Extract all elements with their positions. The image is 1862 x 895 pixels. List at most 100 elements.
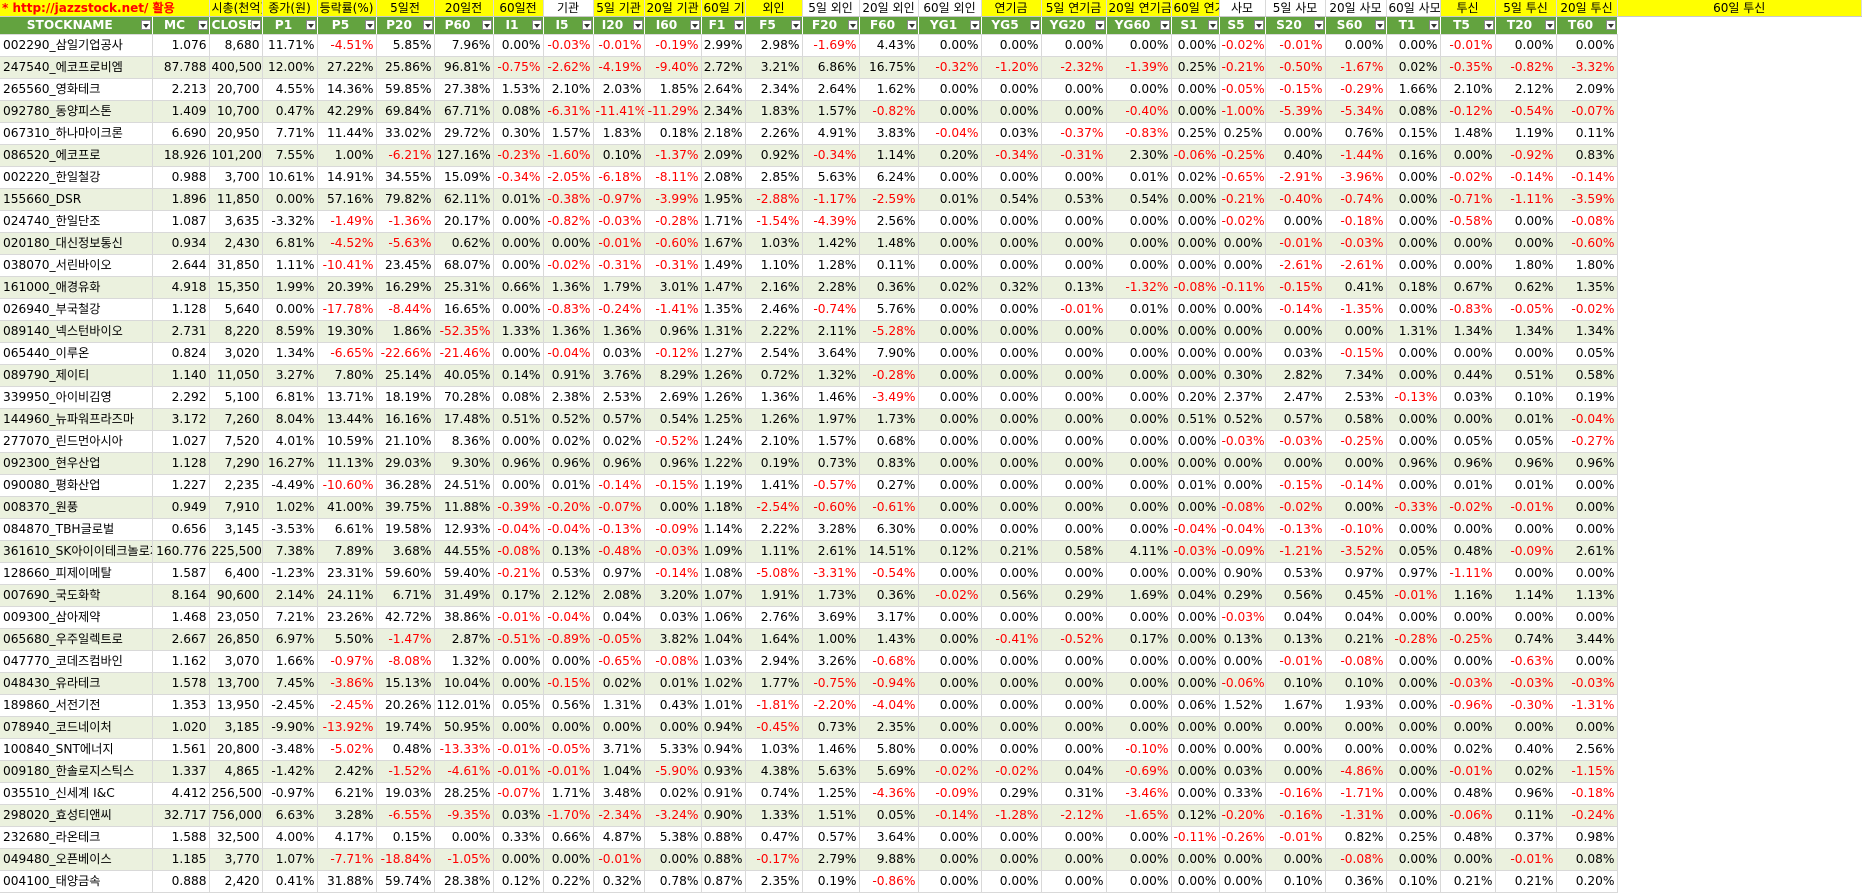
filter-dropdown-icon[interactable] bbox=[906, 20, 917, 30]
cell-i5[interactable]: 0.66% bbox=[543, 826, 594, 849]
cell-yg60[interactable]: -1.39% bbox=[1106, 56, 1172, 79]
cell-f60[interactable]: -0.82% bbox=[859, 100, 919, 123]
cell-i60[interactable]: -3.24% bbox=[644, 804, 702, 827]
cell-s60[interactable]: 0.00% bbox=[1325, 738, 1387, 761]
cell-t20[interactable]: -0.92% bbox=[1495, 144, 1557, 167]
cell-t1[interactable]: 0.00% bbox=[1386, 298, 1441, 321]
cell-s5[interactable]: 0.00% bbox=[1219, 452, 1266, 475]
table-row[interactable]: 361610_SK아이이테크놀로지 160.776 225,500 7.38% 7.89… bbox=[0, 540, 1862, 563]
cell-close[interactable]: 10,700 bbox=[209, 100, 263, 123]
cell-p20[interactable]: 5.85% bbox=[376, 34, 435, 57]
table-row[interactable]: 089790_제이티 1.140 11,050 3.27% 7.80% 25.14% 40.… bbox=[0, 364, 1862, 387]
cell-p60[interactable]: 96.81% bbox=[434, 56, 494, 79]
cell-close[interactable]: 256,500 bbox=[209, 782, 263, 805]
cell-i20[interactable]: 1.83% bbox=[593, 122, 645, 145]
cell-f60[interactable]: 2.56% bbox=[859, 210, 919, 233]
cell-yg5[interactable]: 0.29% bbox=[981, 782, 1042, 805]
cell-s60[interactable]: -0.15% bbox=[1325, 342, 1387, 365]
cell-f5[interactable]: 2.22% bbox=[745, 320, 803, 343]
cell-i5[interactable]: -0.38% bbox=[543, 188, 594, 211]
cell-yg5[interactable]: 0.00% bbox=[981, 210, 1042, 233]
cell-t60[interactable]: 0.00% bbox=[1556, 474, 1618, 497]
cell-i60[interactable]: 3.20% bbox=[644, 584, 702, 607]
cell-f5[interactable]: 1.10% bbox=[745, 254, 803, 277]
column-header-yg5[interactable]: YG5 bbox=[981, 16, 1042, 35]
cell-p5[interactable]: -3.86% bbox=[317, 672, 377, 695]
table-row[interactable]: 298020_효성티앤씨 32.717 756,000 6.63% 3.28% -6.55… bbox=[0, 804, 1862, 827]
stock-name-cell[interactable]: 008370_원풍 bbox=[0, 496, 153, 519]
filter-dropdown-icon[interactable] bbox=[581, 20, 592, 30]
filter-dropdown-icon[interactable] bbox=[481, 20, 492, 30]
stock-name-cell[interactable]: 298020_효성티앤씨 bbox=[0, 804, 153, 827]
cell-i1[interactable]: 0.01% bbox=[493, 188, 544, 211]
cell-f20[interactable]: -1.17% bbox=[802, 188, 860, 211]
cell-p60[interactable]: 16.65% bbox=[434, 298, 494, 321]
cell-yg5[interactable]: 0.54% bbox=[981, 188, 1042, 211]
cell-p1[interactable]: -1.23% bbox=[262, 562, 318, 585]
cell-yg5[interactable]: 0.00% bbox=[981, 364, 1042, 387]
cell-t20[interactable]: 0.01% bbox=[1495, 474, 1557, 497]
cell-f20[interactable]: 3.28% bbox=[802, 518, 860, 541]
cell-s1[interactable]: 0.00% bbox=[1171, 738, 1220, 761]
cell-i20[interactable]: 1.79% bbox=[593, 276, 645, 299]
cell-f20[interactable]: 0.73% bbox=[802, 716, 860, 739]
cell-p20[interactable]: 19.58% bbox=[376, 518, 435, 541]
cell-t1[interactable]: 0.00% bbox=[1386, 804, 1441, 827]
cell-t20[interactable]: 0.00% bbox=[1495, 342, 1557, 365]
cell-i20[interactable]: 3.76% bbox=[593, 364, 645, 387]
cell-yg60[interactable]: 0.00% bbox=[1106, 870, 1172, 893]
cell-p1[interactable]: -2.45% bbox=[262, 694, 318, 717]
cell-p20[interactable]: 1.86% bbox=[376, 320, 435, 343]
cell-f1[interactable]: 1.07% bbox=[701, 584, 746, 607]
cell-mc[interactable]: 8.164 bbox=[152, 584, 210, 607]
cell-close[interactable]: 6,400 bbox=[209, 562, 263, 585]
cell-t60[interactable]: 2.61% bbox=[1556, 540, 1618, 563]
cell-f60[interactable]: 5.80% bbox=[859, 738, 919, 761]
filter-dropdown-icon[interactable] bbox=[632, 20, 643, 30]
stock-name-cell[interactable]: 092300_현우산업 bbox=[0, 452, 153, 475]
cell-s20[interactable]: 0.03% bbox=[1265, 342, 1326, 365]
table-row[interactable]: 047770_코데즈컴바인 1.162 3,070 1.66% -0.97% -8.08%… bbox=[0, 650, 1862, 673]
cell-close[interactable]: 13,700 bbox=[209, 672, 263, 695]
cell-close[interactable]: 3,700 bbox=[209, 166, 263, 189]
cell-p5[interactable]: -10.60% bbox=[317, 474, 377, 497]
cell-f60[interactable]: -3.49% bbox=[859, 386, 919, 409]
cell-f60[interactable]: 0.11% bbox=[859, 254, 919, 277]
cell-i5[interactable]: 0.91% bbox=[543, 364, 594, 387]
stock-name-cell[interactable]: 086520_에코프로 bbox=[0, 144, 153, 167]
cell-yg1[interactable]: 0.00% bbox=[918, 342, 982, 365]
cell-s20[interactable]: 0.00% bbox=[1265, 738, 1326, 761]
cell-i20[interactable]: 1.04% bbox=[593, 760, 645, 783]
cell-f20[interactable]: -0.74% bbox=[802, 298, 860, 321]
cell-yg5[interactable]: 0.00% bbox=[981, 694, 1042, 717]
cell-i5[interactable]: 0.01% bbox=[543, 474, 594, 497]
filter-dropdown-icon[interactable] bbox=[1253, 20, 1264, 30]
cell-p1[interactable]: 7.71% bbox=[262, 122, 318, 145]
cell-yg60[interactable]: 0.00% bbox=[1106, 826, 1172, 849]
cell-yg5[interactable]: 0.03% bbox=[981, 122, 1042, 145]
cell-p5[interactable]: 14.91% bbox=[317, 166, 377, 189]
stock-name-cell[interactable]: 020180_대신정보통신 bbox=[0, 232, 153, 255]
cell-yg60[interactable]: 0.00% bbox=[1106, 496, 1172, 519]
cell-i5[interactable]: -0.15% bbox=[543, 672, 594, 695]
filter-dropdown-icon[interactable] bbox=[733, 20, 744, 30]
cell-t60[interactable]: -3.59% bbox=[1556, 188, 1618, 211]
table-row[interactable]: 265560_영화테크 2.213 20,700 4.55% 14.36% 59.85% 2… bbox=[0, 78, 1862, 101]
cell-s1[interactable]: 0.00% bbox=[1171, 34, 1220, 57]
cell-i1[interactable]: 0.05% bbox=[493, 694, 544, 717]
cell-yg5[interactable]: 0.00% bbox=[981, 430, 1042, 453]
cell-s60[interactable]: 0.04% bbox=[1325, 606, 1387, 629]
cell-i60[interactable]: -0.15% bbox=[644, 474, 702, 497]
cell-t20[interactable]: -0.03% bbox=[1495, 672, 1557, 695]
cell-s5[interactable]: -0.09% bbox=[1219, 540, 1266, 563]
cell-i1[interactable]: 0.96% bbox=[493, 452, 544, 475]
cell-i20[interactable]: 0.02% bbox=[593, 672, 645, 695]
column-header-i20[interactable]: I20 bbox=[593, 16, 645, 35]
cell-s1[interactable]: 0.00% bbox=[1171, 254, 1220, 277]
cell-yg20[interactable]: 0.00% bbox=[1041, 606, 1107, 629]
cell-f60[interactable]: 0.68% bbox=[859, 430, 919, 453]
cell-p5[interactable]: 6.21% bbox=[317, 782, 377, 805]
cell-f20[interactable]: 1.73% bbox=[802, 584, 860, 607]
cell-yg60[interactable]: 0.00% bbox=[1106, 650, 1172, 673]
cell-close[interactable]: 3,635 bbox=[209, 210, 263, 233]
